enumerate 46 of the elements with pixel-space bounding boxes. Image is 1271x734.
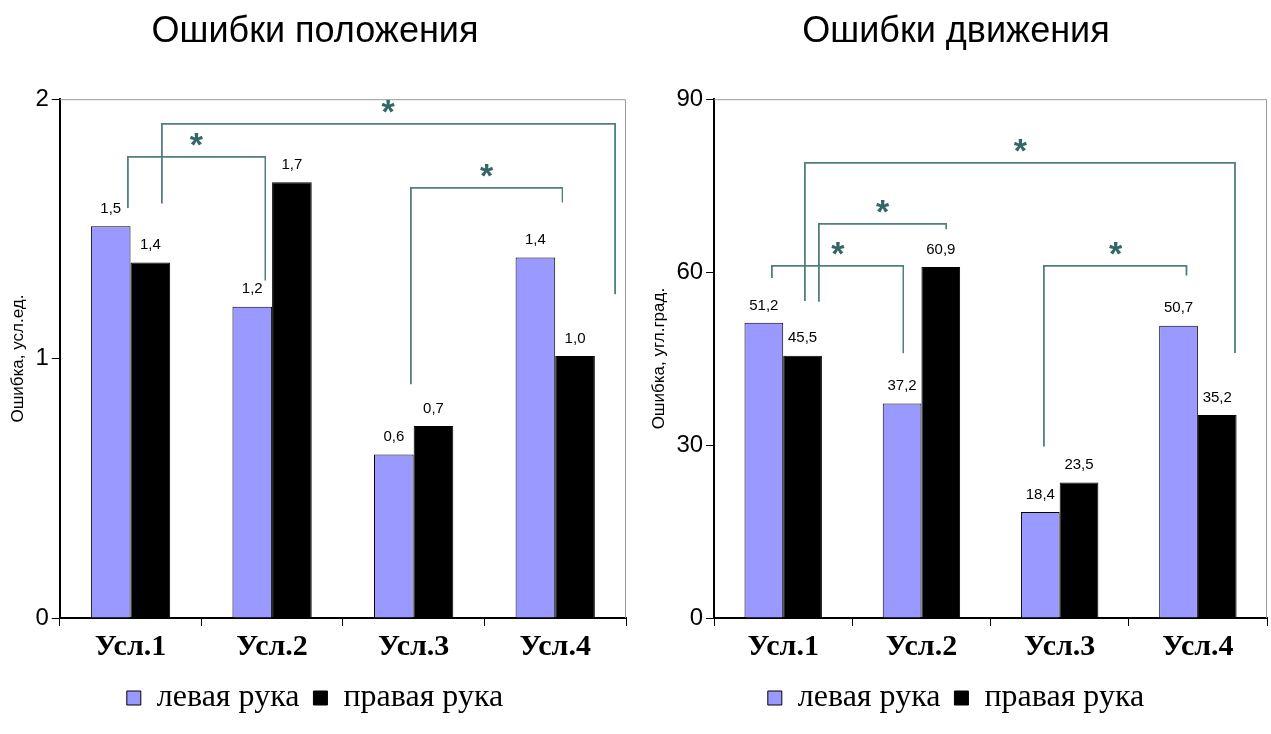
- x-tick-label: Усл.2: [885, 627, 958, 661]
- x-tick-label: Усл.1: [94, 627, 167, 661]
- y-axis-title: Ошибка, угл.град.: [648, 287, 668, 430]
- data-label: 1,4: [524, 230, 546, 248]
- annotation: *: [189, 125, 203, 164]
- chart-title: Ошибки положения: [151, 8, 479, 50]
- annotation: *: [479, 156, 494, 195]
- chart-title: Ошибки движения: [802, 8, 1110, 50]
- legend-label: левая рука: [156, 677, 300, 714]
- data-label: 1,4: [139, 235, 161, 253]
- annotation: *: [381, 91, 395, 130]
- data-label: 1,2: [241, 279, 263, 297]
- data-label: 0,7: [423, 398, 444, 416]
- data-label: 1,7: [281, 154, 303, 172]
- legend-label: левая рука: [797, 677, 941, 714]
- x-tick-label: Усл.4: [519, 627, 591, 661]
- annotation: *: [1109, 234, 1123, 272]
- y-tick-label: 0: [35, 602, 49, 630]
- legend-label: правая рука: [343, 677, 504, 714]
- annotation: *: [831, 234, 845, 272]
- y-tick-label: 0: [689, 602, 704, 630]
- annotation: *: [876, 191, 890, 230]
- y-tick-label: 1: [35, 343, 49, 371]
- y-axis-title: Ошибка, усл.ед.: [7, 294, 27, 423]
- x-tick-label: Усл.1: [747, 627, 819, 661]
- data-label: 35,2: [1202, 387, 1232, 405]
- x-tick-label: Усл.2: [236, 627, 308, 661]
- annotation: *: [1013, 131, 1027, 170]
- data-label: 1,5: [100, 198, 122, 216]
- legend-label: правая рука: [984, 677, 1145, 714]
- data-label: 23,5: [1064, 455, 1094, 473]
- data-label: 18,4: [1025, 484, 1055, 502]
- x-tick-label: Усл.4: [1162, 627, 1234, 661]
- y-tick-label: 90: [676, 83, 704, 111]
- x-tick-label: Усл.3: [377, 627, 450, 661]
- y-tick-label: 30: [676, 429, 704, 457]
- y-tick-label: 2: [35, 83, 49, 111]
- x-tick-label: Усл.3: [1023, 627, 1096, 661]
- data-label: 51,2: [749, 295, 779, 313]
- data-label: 45,5: [787, 328, 818, 346]
- data-label: 0,6: [383, 427, 405, 445]
- data-label: 60,9: [926, 239, 956, 257]
- data-label: 50,7: [1163, 298, 1194, 316]
- data-label: 37,2: [887, 376, 917, 394]
- data-label: 1,0: [564, 328, 586, 346]
- y-tick-label: 60: [676, 256, 704, 284]
